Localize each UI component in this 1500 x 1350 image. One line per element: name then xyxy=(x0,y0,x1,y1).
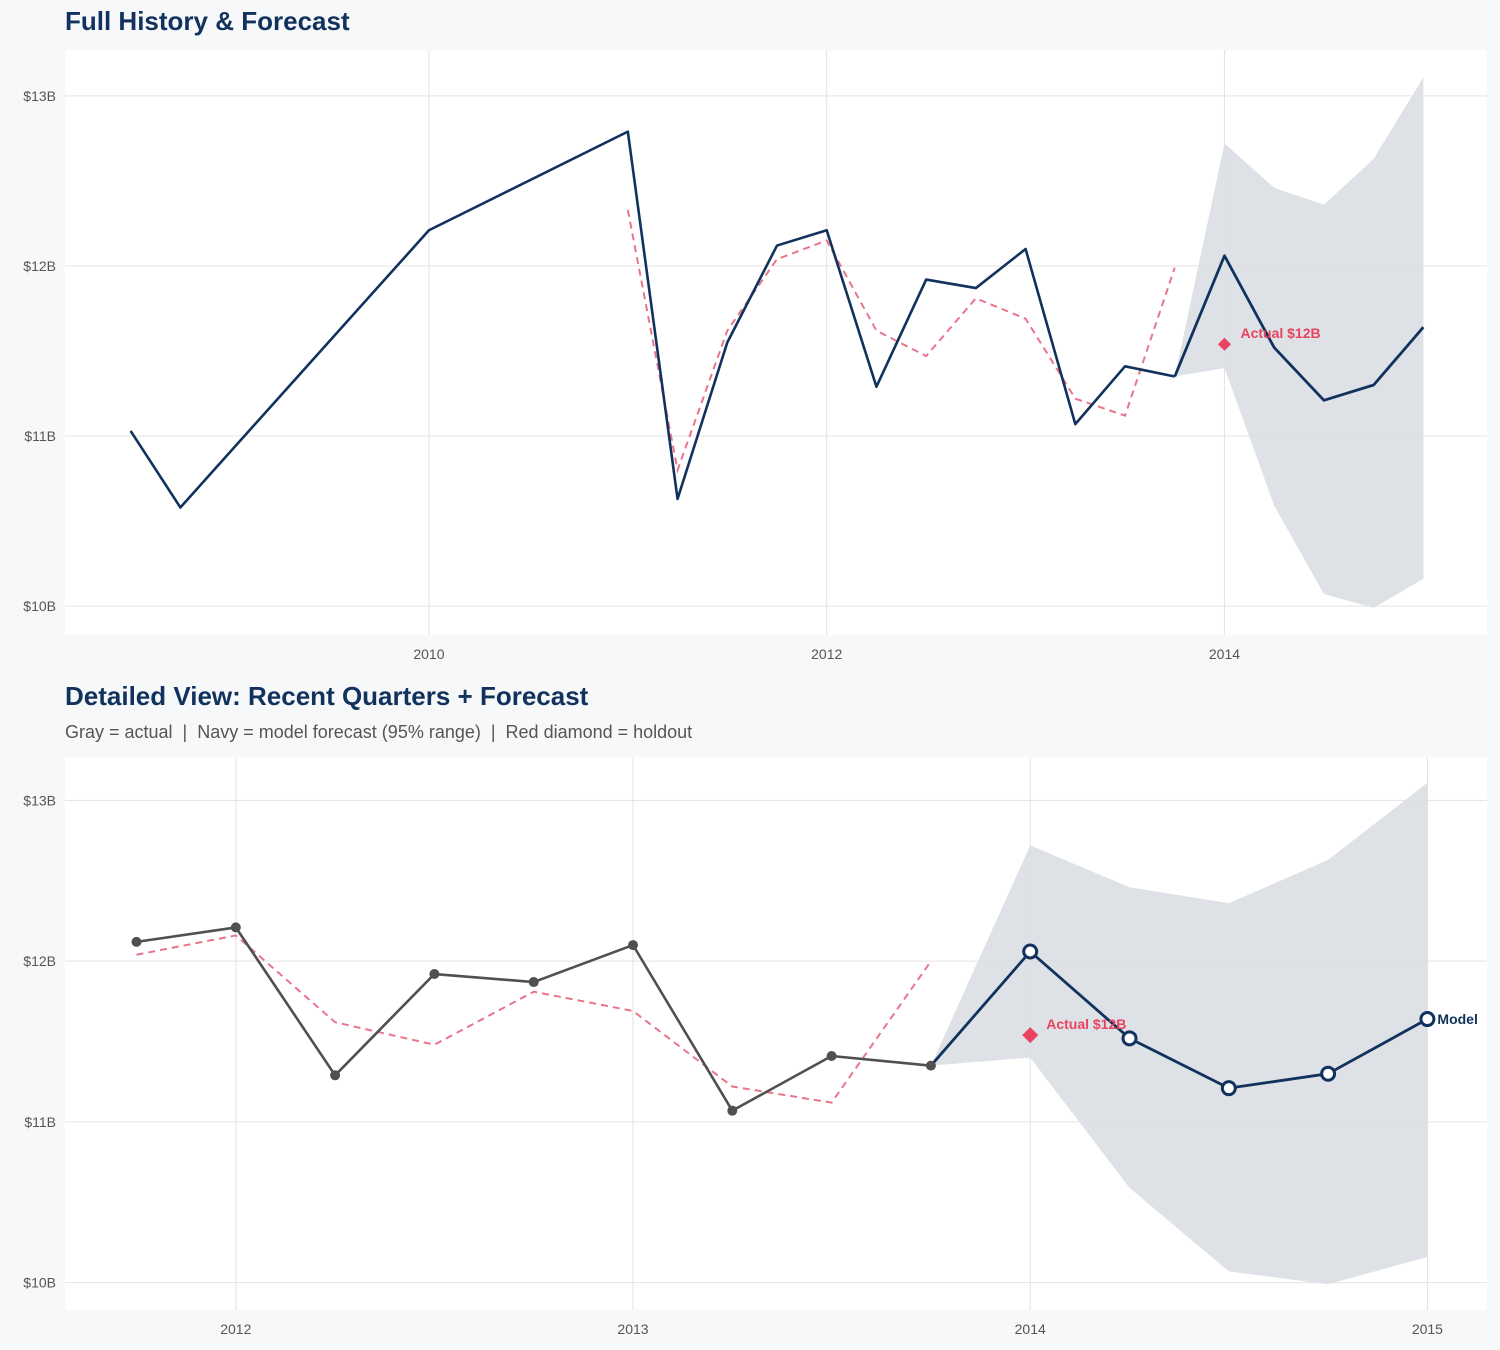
y-tick-label: $10B xyxy=(23,598,56,614)
forecast-line xyxy=(929,950,1429,1090)
forecast-end-label: Model xyxy=(1437,1011,1477,1027)
x-tick-label: 2015 xyxy=(1412,1321,1443,1337)
fitted-line xyxy=(626,209,1176,474)
x-tick-label: 2013 xyxy=(617,1321,648,1337)
actual-point xyxy=(925,1060,936,1071)
chart-2-title: Detailed View: Recent Quarters + Forecas… xyxy=(65,681,589,711)
chart-1: $10B $11B $12B $13B 2010 2012 2014 Actual $12B xyxy=(23,50,1487,662)
x-tick-label: 2014 xyxy=(1209,646,1240,662)
forecast-point xyxy=(1121,1030,1138,1047)
forecast-line xyxy=(1173,254,1425,402)
chart-2-subtitle: Gray = actual | Navy = model forecast (9… xyxy=(65,722,693,742)
holdout-label: Actual $12B xyxy=(1046,1016,1126,1032)
chart-2: $10B $11B $12B $13B 2012 2013 2014 2015 Model Act… xyxy=(23,757,1487,1337)
actual-point xyxy=(727,1105,738,1116)
forecast-point xyxy=(1022,943,1039,960)
forecast-95-band xyxy=(1174,77,1424,608)
actual-line xyxy=(129,130,1176,509)
chart-1-title: Full History & Forecast xyxy=(65,6,350,36)
x-tick-label: 2014 xyxy=(1015,1321,1046,1337)
actual-point xyxy=(131,936,142,947)
holdout-diamond xyxy=(1022,1027,1039,1044)
y-tick-label: $12B xyxy=(23,953,56,969)
y-tick-label: $13B xyxy=(23,792,56,808)
actual-point xyxy=(628,940,639,951)
x-tick-label: 2012 xyxy=(811,646,842,662)
forecast-95-band xyxy=(930,782,1428,1285)
forecast-point xyxy=(1320,1065,1337,1082)
x-tick-label: 2012 xyxy=(220,1321,251,1337)
y-tick-label: $10B xyxy=(23,1275,56,1291)
forecast-point xyxy=(1220,1080,1237,1097)
y-tick-label: $12B xyxy=(23,258,56,274)
y-tick-label: $11B xyxy=(24,1114,56,1130)
actual-point xyxy=(330,1070,341,1081)
fitted-line xyxy=(136,934,932,1104)
x-tick-label: 2010 xyxy=(413,646,444,662)
y-tick-label: $11B xyxy=(24,428,56,444)
y-tick-label: $13B xyxy=(23,88,56,104)
actual-point xyxy=(826,1051,837,1062)
forecast-point xyxy=(1419,1011,1436,1028)
actual-point xyxy=(429,969,440,980)
holdout-label: Actual $12B xyxy=(1240,325,1320,341)
holdout-diamond xyxy=(1217,337,1231,351)
actual-point xyxy=(230,922,241,933)
actual-point xyxy=(528,977,539,988)
